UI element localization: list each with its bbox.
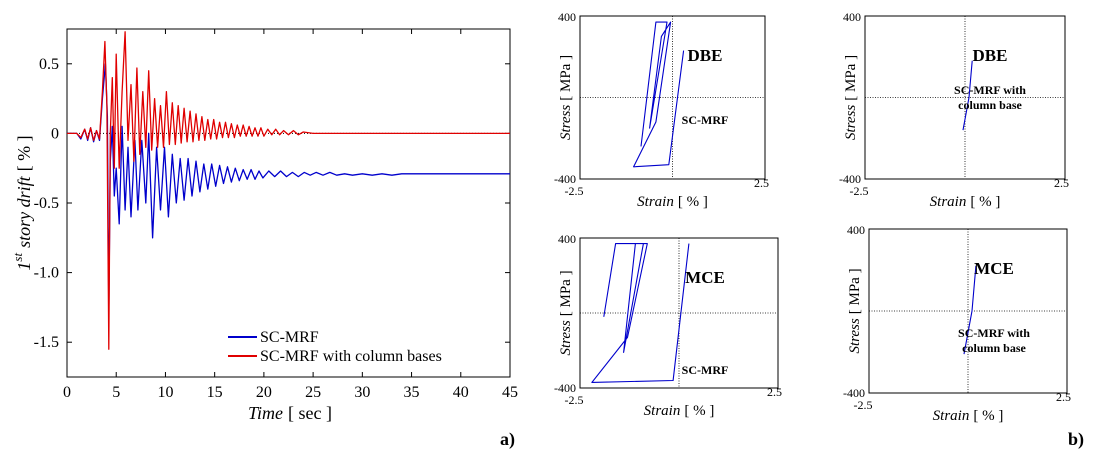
hysteresis-loop-line [591,243,690,383]
x-max-label: 2.5 [754,176,769,190]
y-axis-title-prefix: 1 [14,262,34,271]
strain-axis-title: Strain[ % ] [930,194,1001,210]
system-label: SC-MRF with [954,83,1026,97]
x-min-label: -2.5 [565,393,584,407]
y-tick-label: 0 [51,125,59,142]
strain-axis-title: Strain[ % ] [933,408,1004,424]
x-tick-label: 10 [157,384,173,401]
stress-axis-title: Stress[ MPa ] [558,270,574,355]
panel-label-b: b) [1068,429,1084,450]
y-min-label: -400 [554,172,576,186]
x-min-label: -2.5 [565,184,584,198]
legend: SC-MRF SC-MRF with column bases [228,329,442,365]
y-axis-title: 1st story drift [ % ] [10,135,34,270]
x-max-label: 2.5 [1054,176,1069,190]
x-tick-label: 25 [305,384,321,401]
series-sc-mrf-column-bases-line [67,31,510,350]
time-history-plot-frame [66,28,511,378]
y-tick-label: 0.5 [39,56,59,73]
x-axis-title: Time[ sec ] [248,403,332,423]
x-max-label: 2.5 [767,385,782,399]
panel-label-a: a) [500,429,515,450]
time-history-series [67,31,510,350]
hysteresis-subplot-bottom-right: 400 -400-2.5 2.5 Strain[ % ] Stress[ MPa ] MC… [843,223,1071,424]
system-label: SC-MRF [682,363,729,377]
x-min-label: -2.5 [854,398,873,412]
y-tick-label: -1.0 [34,265,59,282]
y-max-label: 400 [843,10,861,24]
seismic-level-label: DBE [973,46,1008,65]
y-tick-label: -1.5 [34,334,59,351]
x-max-label: 2.5 [1056,390,1071,404]
x-axis-title-text: Time [248,403,283,423]
legend-label-sc-mrf: SC-MRF [260,329,319,346]
y-axis-title-text: story drift [14,175,34,248]
y-max-label: 400 [558,10,576,24]
system-label: SC-MRF with [958,326,1030,340]
time-history-ticks: 0 5 10 15 20 25 30 35 40 45 0.5 0 -0.5 -1.0 -1.5 [34,29,518,401]
strain-axis-title: Strain[ % ] [637,194,708,210]
seismic-level-label: MCE [974,259,1014,278]
hysteresis-subplot-top-left: 400 -400-2.5 2.5 Strain[ % ] Stress[ MPa ] DB… [554,10,769,210]
x-tick-label: 5 [112,384,120,401]
x-tick-label: 35 [404,384,420,401]
stress-axis-title: Stress[ MPa ] [558,55,574,140]
system-label-line2: column base [958,98,1022,112]
x-tick-label: 45 [502,384,518,401]
hysteresis-loop-line [633,21,685,168]
stress-axis-title: Stress[ MPa ] [843,55,859,140]
y-tick-label: -0.5 [34,195,59,212]
x-axis-title-unit: [ sec ] [288,403,332,423]
y-axis-title-sup: st [10,253,25,262]
x-tick-label: 40 [453,384,469,401]
y-min-label: -400 [843,386,865,400]
y-max-label: 400 [558,232,576,246]
x-tick-label: 15 [207,384,223,401]
system-label: SC-MRF [682,113,729,127]
y-min-label: -400 [554,381,576,395]
hysteresis-loop-line [962,60,973,131]
x-tick-label: 0 [63,384,71,401]
hysteresis-subplot-top-right: 400 -400-2.5 2.5 Strain[ % ] Stress[ MPa ] DB… [839,10,1069,210]
hysteresis-loop-line [963,265,977,355]
y-max-label: 400 [847,223,865,237]
time-history-chart: 0 5 10 15 20 25 30 35 40 45 0.5 0 -0.5 -1.0 -1.5 1st st… [10,28,518,450]
system-label-line2: column base [962,341,1026,355]
x-tick-label: 20 [256,384,272,401]
seismic-level-label: DBE [688,46,723,65]
y-axis-title-unit: [ % ] [14,135,34,171]
y-min-label: -400 [839,172,861,186]
hysteresis-subplot-bottom-left: 400 -400-2.5 2.5 Strain[ % ] Stress[ MPa ] MC… [554,232,782,419]
x-min-label: -2.5 [850,184,869,198]
strain-axis-title: Strain[ % ] [644,403,715,419]
seismic-level-label: MCE [685,268,725,287]
legend-label-sc-mrf-column-bases: SC-MRF with column bases [260,348,442,365]
x-tick-label: 30 [354,384,370,401]
stress-axis-title: Stress[ MPa ] [847,268,863,353]
